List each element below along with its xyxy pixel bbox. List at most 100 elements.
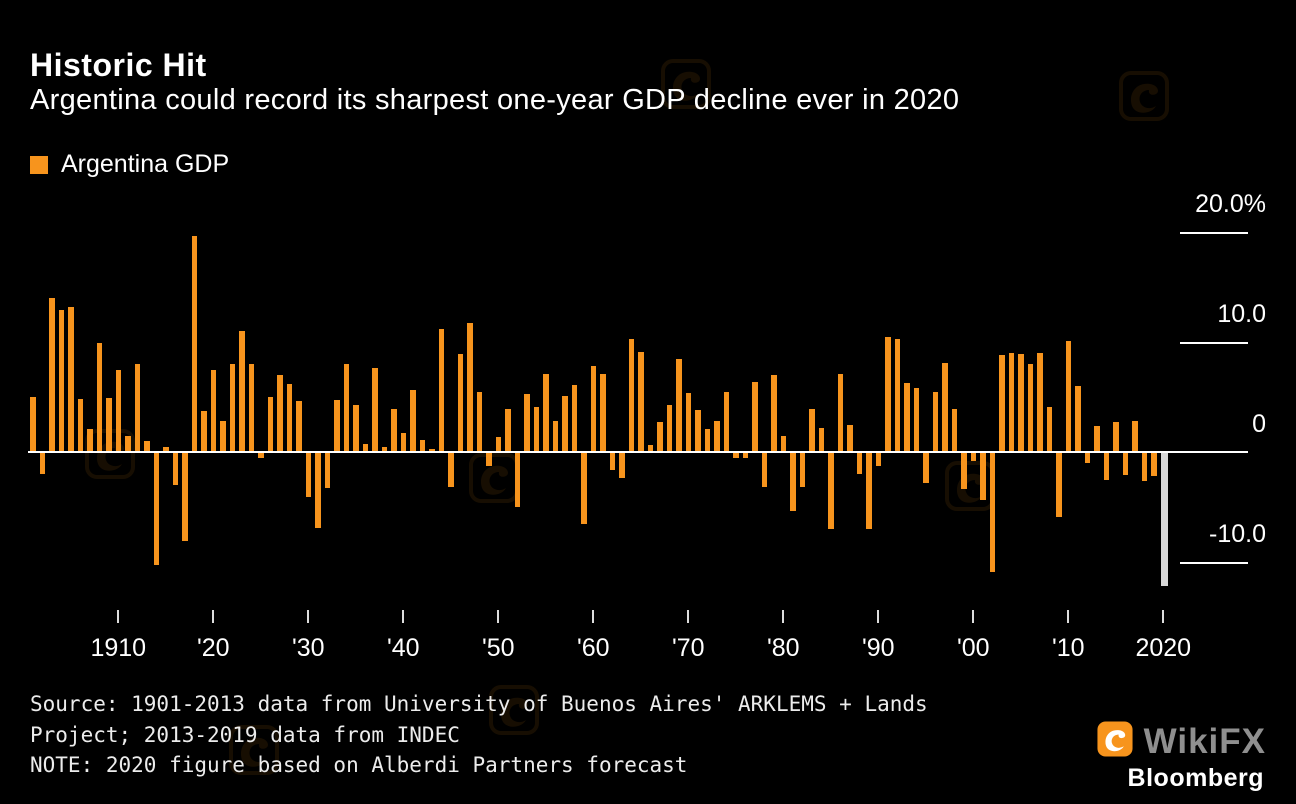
gdp-bar-1998 [951,409,957,452]
gdp-bar-2012 [1084,452,1090,463]
x-axis-tick [402,610,405,623]
gdp-bar-2017 [1132,421,1138,452]
gdp-bar-1909 [106,398,112,452]
gdp-bar-1931 [315,452,321,528]
gdp-bar-1906 [77,399,83,452]
gdp-bar-1969 [676,358,682,452]
gdp-bar-1994 [913,388,919,452]
gdp-bar-1991 [885,336,891,452]
plot-area [30,190,1170,610]
gdp-bar-2003 [999,355,1005,452]
gdp-bar-1924 [248,364,254,452]
gdp-bar-1923 [239,331,245,452]
gdp-bar-1979 [771,375,777,452]
gdp-bar-2020 [1160,452,1168,587]
wikifx-watermark-icon [1118,70,1170,127]
x-axis-label: 2020 [1135,634,1192,662]
gdp-bar-1902 [39,452,45,474]
x-axis-tick [972,610,975,623]
gdp-bar-1952 [514,452,520,507]
gdp-bar-1912 [134,364,140,452]
gdp-bar-1973 [714,421,720,452]
gdp-bar-1975 [733,452,739,458]
gdp-bar-1943 [429,448,435,452]
chart-title: Historic Hit [30,47,207,84]
gdp-bar-1983 [809,409,815,452]
legend: Argentina GDP [30,150,229,179]
x-axis-label: '60 [576,634,610,662]
gdp-bar-2018 [1141,452,1147,481]
note-line: NOTE: 2020 figure based on Alberdi Partn… [30,753,688,777]
gdp-bar-1920 [210,369,216,452]
gdp-bar-2006 [1027,364,1033,452]
x-axis-label: '50 [481,634,515,662]
gdp-bar-2015 [1113,422,1119,452]
gdp-bar-1910 [115,369,121,452]
gdp-bar-1922 [229,364,235,452]
gdp-bar-1992 [894,338,900,452]
gdp-bar-1929 [296,401,302,452]
gdp-bar-1971 [695,410,701,452]
gdp-bar-1972 [704,428,710,452]
x-axis-label: '10 [1051,634,1085,662]
gdp-bar-1903 [49,298,55,452]
gdp-bar-1901 [30,397,36,452]
x-axis-label: '30 [291,634,325,662]
x-axis-label: '20 [196,634,230,662]
legend-swatch-icon [30,155,48,174]
gdp-bar-2007 [1037,353,1043,452]
gdp-bar-1993 [904,382,910,452]
gdp-bar-2001 [980,452,986,501]
gdp-bar-1927 [277,375,283,452]
x-axis-label: '80 [766,634,800,662]
zero-axis-line [28,451,1248,453]
gdp-bar-1988 [856,452,862,474]
gdp-bar-1956 [552,421,558,452]
gdp-bar-2008 [1046,406,1052,452]
gdp-bar-1980 [780,435,786,452]
gdp-bar-1950 [495,436,501,452]
x-axis-tick [1067,610,1070,623]
gdp-bar-1965 [638,351,644,452]
gdp-bar-1951 [505,409,511,452]
gdp-bar-1918 [191,236,197,452]
gdp-bar-1914 [153,452,159,566]
x-axis-tick [117,610,120,623]
y-axis-gridline [1180,562,1248,564]
gdp-bar-1990 [875,452,881,467]
gdp-bar-1964 [628,338,634,452]
gdp-bar-1977 [752,381,758,452]
gdp-bar-1997 [942,362,948,452]
gdp-bar-1921 [220,421,226,452]
gdp-bar-1948 [476,391,482,452]
gdp-bar-1917 [182,452,188,542]
gdp-bar-1996 [932,391,938,452]
gdp-bar-1961 [600,373,606,452]
gdp-bar-1925 [258,452,264,458]
gdp-bar-1953 [524,393,530,452]
gdp-bar-1947 [467,323,473,452]
gdp-bar-1936 [362,444,368,452]
x-axis-tick [497,610,500,623]
gdp-bar-1962 [609,452,615,470]
x-axis-tick [212,610,215,623]
gdp-bar-2002 [989,452,995,572]
gdp-bar-1933 [334,400,340,452]
gdp-bar-1938 [381,446,387,452]
gdp-bar-1981 [790,452,796,512]
gdp-bar-1939 [391,409,397,452]
y-axis-gridline [1180,342,1248,344]
legend-label: Argentina GDP [61,150,230,178]
gdp-bar-1907 [87,428,93,452]
source-line-2: Project; 2013-2019 data from INDEC [30,723,460,747]
wikifx-watermark: WikiFX [1096,720,1266,763]
gdp-bar-1949 [486,452,492,467]
gdp-bar-2009 [1056,452,1062,517]
gdp-bar-1941 [410,390,416,452]
gdp-bar-1967 [657,422,663,452]
chart-subtitle: Argentina could record its sharpest one-… [30,84,960,116]
gdp-bar-1932 [324,452,330,489]
gdp-bar-1905 [68,306,74,452]
gdp-bar-1904 [58,310,64,452]
